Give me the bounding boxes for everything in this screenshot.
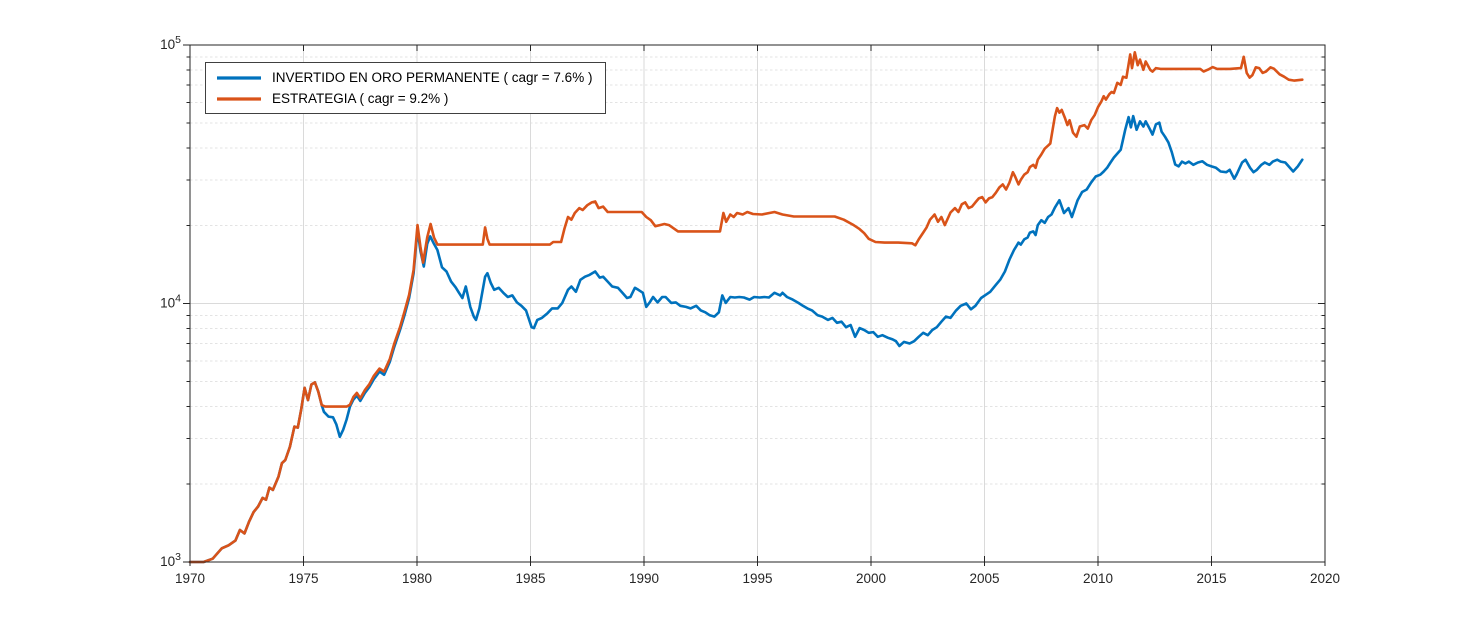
svg-text:1980: 1980 [402, 571, 432, 586]
svg-text:2000: 2000 [856, 571, 886, 586]
svg-text:104: 104 [160, 293, 181, 311]
legend-label: INVERTIDO EN ORO PERMANENTE ( cagr = 7.6… [272, 70, 593, 85]
legend-line-sample [217, 75, 261, 80]
svg-text:1975: 1975 [288, 571, 318, 586]
legend-line-sample [217, 96, 261, 101]
svg-text:1990: 1990 [629, 571, 659, 586]
svg-text:103: 103 [160, 551, 181, 569]
legend-item: ESTRATEGIA ( cagr = 9.2% ) [215, 88, 592, 109]
svg-text:105: 105 [160, 34, 181, 52]
svg-text:1995: 1995 [742, 571, 772, 586]
svg-text:2015: 2015 [1196, 571, 1226, 586]
svg-text:1970: 1970 [175, 571, 205, 586]
svg-text:2010: 2010 [1083, 571, 1113, 586]
legend-item: INVERTIDO EN ORO PERMANENTE ( cagr = 7.6… [215, 67, 592, 88]
svg-text:2005: 2005 [969, 571, 999, 586]
legend: INVERTIDO EN ORO PERMANENTE ( cagr = 7.6… [205, 62, 607, 114]
svg-text:2020: 2020 [1310, 571, 1340, 586]
svg-text:1985: 1985 [515, 571, 545, 586]
legend-label: ESTRATEGIA ( cagr = 9.2% ) [272, 91, 449, 106]
